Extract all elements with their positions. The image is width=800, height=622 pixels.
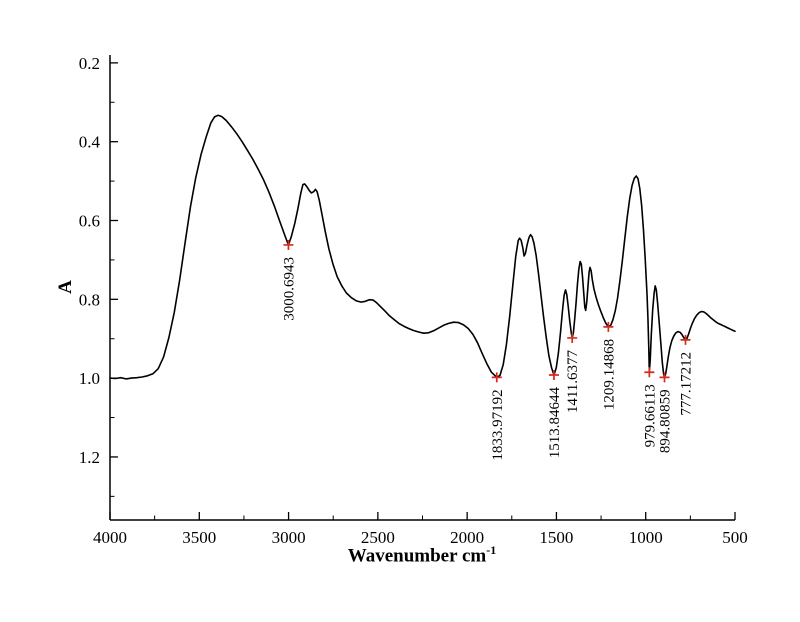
peak-cross-icon (659, 372, 670, 383)
x-tick-label: 2500 (361, 528, 395, 547)
x-axis-title: Wavenumber cm-1 (348, 543, 496, 567)
y-tick-label: 0.8 (79, 290, 100, 309)
x-tick-label: 3500 (182, 528, 216, 547)
y-tick-label: 1.2 (79, 448, 100, 467)
y-tick-label: 0.2 (79, 54, 100, 73)
x-axis-title-text: Wavenumber cm (347, 545, 487, 567)
axes (109, 55, 735, 521)
peak-cross-icon (283, 239, 294, 250)
peak-label: 1833.97192 (490, 389, 506, 460)
x-tick-label: 3000 (272, 528, 306, 547)
peak-label: 1411.6377 (565, 349, 581, 413)
y-tick-label: 0.4 (79, 133, 101, 152)
x-tick-label: 500 (722, 528, 748, 547)
peak-label: 894.80859 (657, 389, 673, 453)
peak-label: 1209.14868 (601, 339, 617, 410)
spectrum-curve (109, 114, 736, 380)
peak-label: 777.17212 (679, 352, 695, 416)
peak-cross-icon (644, 367, 655, 378)
x-tick-label: 4000 (93, 528, 127, 547)
peak-label: 1513.84644 (547, 386, 563, 458)
peak-cross-icon (548, 369, 559, 380)
peak-cross-icon (567, 332, 578, 343)
y-tick-label: 0.6 (79, 212, 100, 231)
peak-label: 3000.6943 (281, 257, 297, 321)
peak-label: 979.66113 (642, 384, 658, 447)
x-tick-label: 1000 (629, 528, 663, 547)
y-axis-title: A (55, 280, 76, 294)
x-axis-ticks: 4000 3500 3000 2500 2000 1500 1000 500 (93, 512, 748, 547)
y-axis-ticks: 0.2 0.4 0.6 0.8 1.0 1.2 (79, 54, 118, 497)
peak-cross-icon (603, 321, 614, 332)
x-tick-label: 2000 (450, 528, 484, 547)
peak-cross-icon (491, 372, 502, 383)
peak-cross-icon (680, 334, 691, 345)
y-tick-label: 1.0 (79, 369, 100, 388)
x-tick-label: 1500 (539, 528, 573, 547)
x-axis-title-exponent: -1 (486, 543, 497, 557)
